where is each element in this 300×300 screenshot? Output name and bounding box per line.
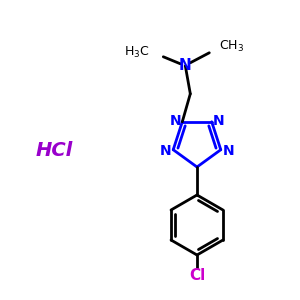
Text: N: N bbox=[179, 58, 192, 73]
Text: N: N bbox=[159, 144, 171, 158]
Text: N: N bbox=[223, 144, 235, 158]
Text: CH$_3$: CH$_3$ bbox=[219, 39, 244, 54]
Text: N: N bbox=[213, 114, 224, 128]
Text: Cl: Cl bbox=[189, 268, 205, 284]
Text: HCl: HCl bbox=[35, 140, 73, 160]
Text: H$_3$C: H$_3$C bbox=[124, 45, 149, 60]
Text: N: N bbox=[169, 114, 181, 128]
